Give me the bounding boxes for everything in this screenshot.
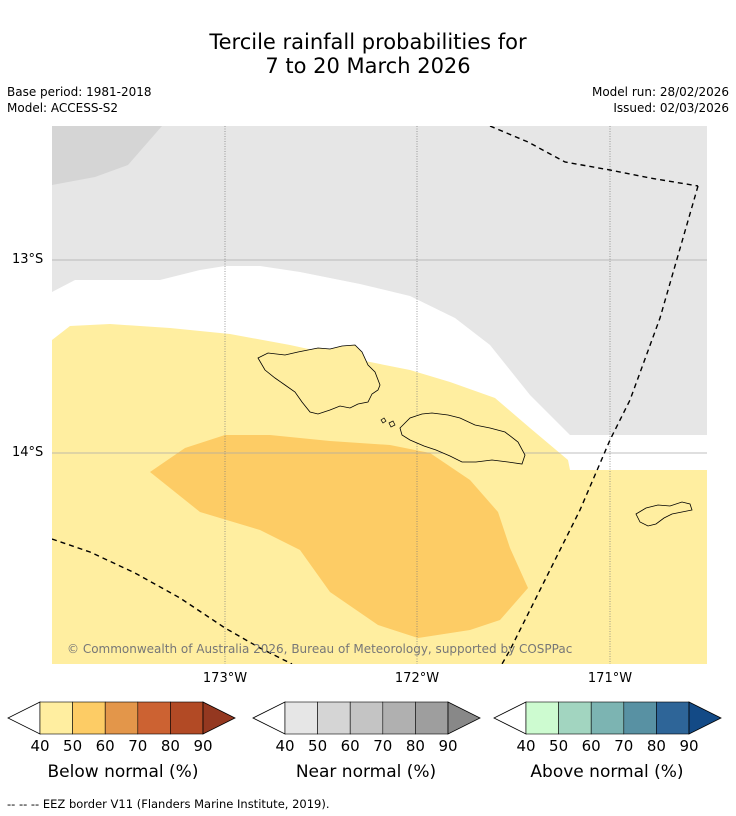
lat-label-13s: 13°S	[12, 252, 44, 267]
colorbar-tick-label: 90	[438, 737, 457, 755]
issued-date: Issued: 02/03/2026	[613, 101, 729, 115]
colorbar-tick-label: 80	[406, 737, 425, 755]
colorbar-tick-label: 60	[96, 737, 115, 755]
island-upolu	[399, 412, 526, 465]
lon-label-172w: 172°W	[394, 671, 440, 686]
colorbar-tick-label: 90	[193, 737, 212, 755]
colorbar-tick-label: 70	[373, 737, 392, 755]
map-title: Tercile rainfall probabilities for 7 to …	[0, 30, 736, 78]
eez-line-symbol: -- -- --	[7, 797, 40, 811]
colorbar-tick-label: 40	[30, 737, 49, 755]
colorbar-title-below: Below normal (%)	[47, 762, 199, 782]
lat-label-14s: 14°S	[12, 445, 44, 460]
colorbar-extend-high	[688, 701, 722, 735]
colorbar-tick-label: 50	[308, 737, 327, 755]
island-savaii	[257, 344, 381, 415]
colorbar-segment	[39, 701, 73, 735]
colorbar-segment	[415, 701, 449, 735]
colorbar-segment	[170, 701, 204, 735]
model-name: Model: ACCESS-S2	[7, 101, 119, 115]
colorbar-title-above: Above normal (%)	[530, 762, 684, 782]
colorbar-near-normal: 40 50 60 70 80 90	[252, 701, 481, 755]
lon-label-171w: 171°W	[587, 671, 633, 686]
island-tutuila	[635, 501, 693, 527]
below-normal-region-50	[150, 435, 528, 638]
colorbar-segment	[72, 701, 106, 735]
colorbar-segment	[382, 701, 416, 735]
meta-right: Model run: 28/02/2026 Issued: 02/03/2026	[592, 84, 729, 116]
colorbar-tick-label: 70	[614, 737, 633, 755]
meta-left: Base period: 1981-2018 Model: ACCESS-S2	[7, 84, 152, 116]
colorbar-tick-label: 60	[582, 737, 601, 755]
copyright-text: © Commonwealth of Australia 2026, Bureau…	[67, 642, 572, 656]
colorbar-segment	[137, 701, 171, 735]
colorbar-tick-label: 60	[341, 737, 360, 755]
eez-border-southwest	[52, 538, 293, 664]
colorbar-title-near: Near normal (%)	[295, 762, 437, 782]
colorbar-tick-label: 80	[161, 737, 180, 755]
footer-legend: -- -- -- EEZ border V11 (Flanders Marine…	[7, 797, 330, 811]
eez-border-east	[501, 185, 699, 664]
colorbar-tick-label: 40	[516, 737, 535, 755]
title-line-2: 7 to 20 March 2026	[265, 54, 471, 78]
colorbar-segment	[104, 701, 139, 735]
colorbar-tick-label: 50	[63, 737, 82, 755]
colorbar-tick-label: 40	[275, 737, 294, 755]
colorbar-segment	[590, 701, 625, 735]
colorbar-segment	[349, 701, 384, 735]
islet-apolima	[380, 417, 387, 424]
base-period: Base period: 1981-2018	[7, 85, 152, 99]
title-line-1: Tercile rainfall probabilities for	[209, 30, 527, 54]
colorbar-tick-label: 80	[647, 737, 666, 755]
colorbar-above-normal: 40 50 60 70 80 90	[493, 701, 722, 755]
colorbar-segment	[317, 701, 351, 735]
colorbar-extend-low	[252, 701, 286, 735]
model-run: Model run: 28/02/2026	[591, 85, 729, 99]
colorbar-segment	[525, 701, 559, 735]
colorbar-extend-low	[493, 701, 527, 735]
colorbar-segment	[558, 701, 592, 735]
colorbar-tick-label: 50	[549, 737, 568, 755]
colorbar-extend-high	[202, 701, 236, 735]
eez-legend-text: EEZ border V11 (Flanders Marine Institut…	[42, 797, 330, 811]
colorbar-tick-label: 90	[679, 737, 698, 755]
colorbar-segment	[284, 701, 318, 735]
colorbar-extend-high	[447, 701, 481, 735]
colorbar-segment	[623, 701, 657, 735]
colorbar-extend-low	[7, 701, 41, 735]
lon-label-173w: 173°W	[202, 671, 248, 686]
colorbar-below-normal: 40 50 60 70 80 90	[7, 701, 236, 755]
near-normal-region-40	[52, 126, 707, 435]
near-normal-region-50	[52, 126, 162, 185]
colorbar-segment	[656, 701, 690, 735]
islet-manono	[388, 420, 396, 428]
colorbar-tick-label: 70	[128, 737, 147, 755]
